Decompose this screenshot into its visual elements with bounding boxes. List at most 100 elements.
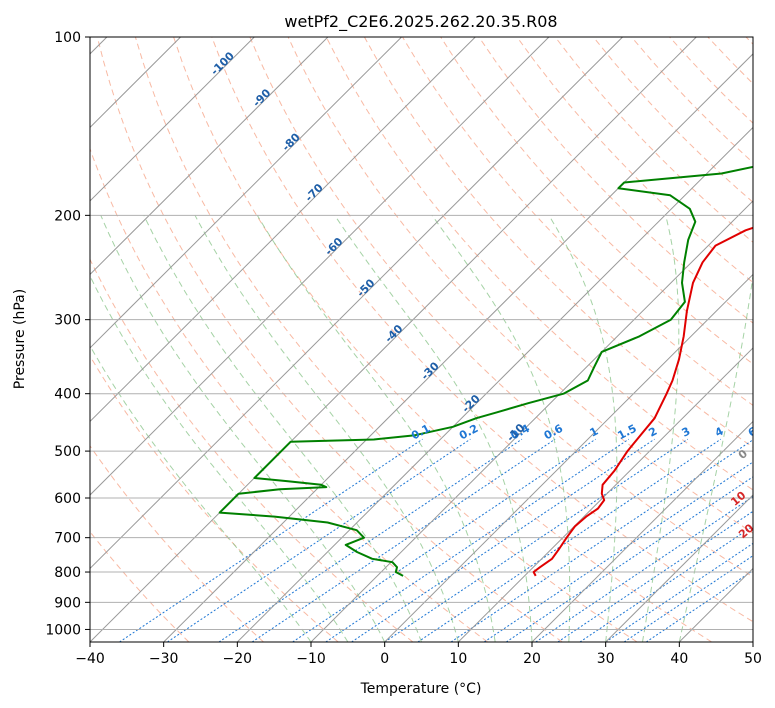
isotherm-line xyxy=(90,37,402,349)
moist-adiabat-label: 0 xyxy=(736,447,750,462)
x-tick-label: 50 xyxy=(744,651,762,667)
y-tick-label: 200 xyxy=(54,208,81,224)
x-tick-label: 0 xyxy=(380,651,389,667)
isotherm-label: -90 xyxy=(250,86,273,109)
chart-title: wetPf2_C2E6.2025.262.20.35.R08 xyxy=(284,12,557,32)
y-tick-label: 300 xyxy=(54,313,81,329)
moist-adiabat-label: 10 xyxy=(728,489,748,509)
isotherm-line xyxy=(90,37,623,570)
moist-adiabat xyxy=(143,215,422,642)
x-axis-label: Temperature (°C) xyxy=(360,681,482,697)
y-tick-label: 900 xyxy=(54,595,81,611)
y-tick-label: 500 xyxy=(54,444,81,460)
mixing-ratio-label: 0.1 xyxy=(409,422,432,443)
isotherm-label: -30 xyxy=(418,359,441,382)
dry-adiabat xyxy=(707,37,753,85)
dewpoint-line xyxy=(218,165,753,577)
isotherm-label: -50 xyxy=(354,276,377,299)
x-tick-label: −10 xyxy=(296,651,326,667)
moist-adiabat xyxy=(194,215,459,642)
isotherm-line xyxy=(90,37,550,496)
dry-adiabat xyxy=(669,37,753,124)
isotherm-label: -80 xyxy=(280,130,303,153)
mixing-ratio-line xyxy=(450,439,753,642)
moist-adiabat xyxy=(548,215,618,642)
mixing-ratio-label: 2 xyxy=(646,425,659,440)
dry-adiabat xyxy=(478,37,753,324)
moist-adiabat-label: 40 xyxy=(764,580,775,600)
isotherms xyxy=(90,37,753,642)
dry-adiabat xyxy=(745,37,753,45)
moist-adiabat xyxy=(642,215,680,642)
isotherm-label: -20 xyxy=(459,392,482,415)
plot-area: 0.10.20.40.611.52346810131620253036-100-… xyxy=(90,37,775,642)
dry-adiabat xyxy=(134,37,638,642)
mixing-ratio-line xyxy=(645,569,753,642)
mixing-ratio-line xyxy=(623,555,753,642)
dry-adiabat xyxy=(90,147,488,642)
dry-adiabat xyxy=(516,37,753,284)
dry-adiabat xyxy=(96,37,563,642)
x-tick-label: −20 xyxy=(223,651,253,667)
mixing-ratio-line xyxy=(119,438,423,642)
mixing-ratio-line xyxy=(384,438,688,642)
y-tick-label: 400 xyxy=(54,387,81,403)
isotherm-line xyxy=(605,494,753,642)
mixing-ratio-line xyxy=(251,438,556,642)
dry-adiabat xyxy=(287,37,753,534)
isotherm-label: -100 xyxy=(208,49,237,78)
moist-adiabat xyxy=(678,272,753,642)
dry-adiabat xyxy=(592,37,753,203)
mixing-ratio-line xyxy=(605,542,753,642)
temperature-line xyxy=(532,226,753,577)
isotherm-line xyxy=(90,37,697,642)
isotherm-line xyxy=(531,420,753,642)
moist-adiabat-label: 30 xyxy=(756,548,775,568)
y-tick-label: 700 xyxy=(54,531,81,547)
mixing-ratio-line xyxy=(579,525,753,642)
dry-adiabat xyxy=(211,37,753,623)
moist-adiabat xyxy=(90,344,312,642)
isotherm-line xyxy=(90,37,255,202)
mixing-ratio-line xyxy=(417,438,722,642)
isotherm-line xyxy=(90,37,329,276)
isotherm-line xyxy=(236,126,753,642)
isotherm-line xyxy=(90,37,476,423)
plot-frame xyxy=(89,36,754,643)
dry-adiabat xyxy=(90,355,339,642)
y-tick-label: 100 xyxy=(54,30,81,46)
mixing-ratio-line xyxy=(535,495,753,642)
mixing-ratio-line xyxy=(292,438,596,642)
isotherm-line xyxy=(752,641,753,642)
x-tick-label: 40 xyxy=(670,651,688,667)
mixing-ratio-line xyxy=(557,510,753,642)
x-tick-label: −40 xyxy=(75,651,105,667)
dry-adiabat xyxy=(90,258,414,642)
mixing-ratio-line xyxy=(505,476,753,642)
sounding-series xyxy=(218,165,753,577)
x-tick-label: −30 xyxy=(149,651,179,667)
mixing-ratio-lines xyxy=(119,438,753,642)
moist-adiabat-label: 20 xyxy=(736,521,756,541)
x-tick-label: 10 xyxy=(449,651,467,667)
line-labels: 0.10.20.40.611.52346810131620253036-100-… xyxy=(208,49,775,600)
mixing-ratio-line xyxy=(351,438,655,642)
isotherm-line xyxy=(384,273,753,642)
moist-adiabat xyxy=(334,215,533,642)
moist-adiabat xyxy=(431,215,571,642)
moist-adiabat xyxy=(100,215,386,642)
dry-adiabat xyxy=(554,37,753,243)
dry-adiabats xyxy=(90,37,753,642)
dry-adiabat xyxy=(249,37,753,578)
mixing-ratio-line xyxy=(218,438,523,642)
moist-adiabat xyxy=(90,274,349,642)
x-axis-ticks: −40 −30 −20 −10 0 10 20 30 40 50 xyxy=(75,642,762,667)
isotherm-line xyxy=(163,53,753,642)
x-tick-label: 30 xyxy=(597,651,615,667)
isotherm-line xyxy=(310,200,753,642)
isotherm-line xyxy=(457,347,753,642)
mixing-ratio-line xyxy=(483,461,753,642)
moist-adiabats xyxy=(90,215,753,642)
dry-adiabat xyxy=(325,37,753,491)
isotherm-label: -60 xyxy=(322,235,345,258)
